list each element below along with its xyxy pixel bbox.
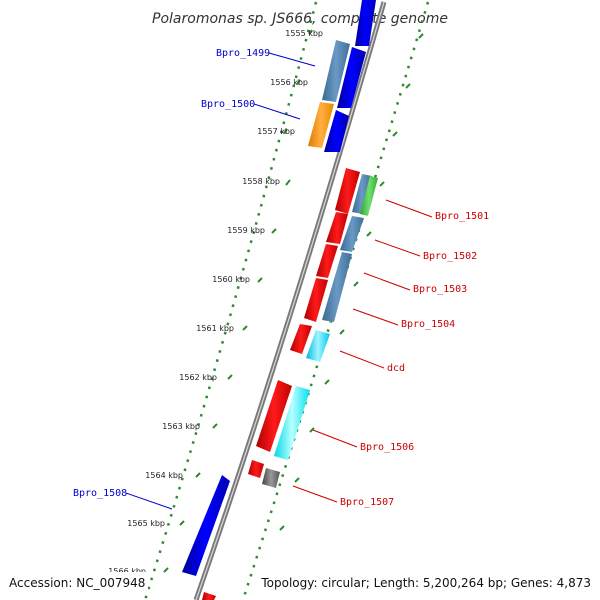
connector-bpro-1503	[363, 272, 411, 291]
label-bpro-1507[interactable]: Bpro_1507	[340, 497, 394, 508]
connector-bpro-1499	[268, 52, 316, 67]
label-dcd[interactable]: dcd	[387, 363, 405, 374]
gene-bpro-1504	[304, 278, 328, 322]
topology-text: Topology: circular; Length: 5,200,264 bp…	[260, 576, 591, 590]
connector-bpro-1500	[253, 103, 301, 120]
label-bpro-1501[interactable]: Bpro_1501	[435, 211, 489, 222]
feature-orange	[308, 102, 334, 148]
gene-bpro-1506-red	[256, 380, 292, 452]
label-bpro-1500[interactable]: Bpro_1500	[201, 99, 255, 110]
tick-label-1558: 1558 kbp	[242, 177, 280, 186]
gene-dcd	[306, 330, 330, 362]
ruler-ticks	[163, 29, 313, 573]
label-bpro-1508[interactable]: Bpro_1508	[73, 488, 127, 499]
inner-dotted-ring	[143, 1, 318, 600]
gene-bpro-1501-green	[360, 176, 378, 216]
gene-top-forward	[355, 0, 376, 46]
tick-label-1564: 1564 kbp	[145, 471, 183, 480]
tick-label-1561: 1561 kbp	[196, 324, 234, 333]
gene-bottom-red	[202, 592, 216, 600]
label-bpro-1504[interactable]: Bpro_1504	[401, 319, 455, 330]
connector-bpro-1502	[374, 239, 421, 257]
gene-bpro-1503	[316, 244, 338, 278]
gene-bpro-1501-steel	[352, 174, 372, 214]
tick-label-1560: 1560 kbp	[212, 275, 250, 284]
connector-bpro-1508	[125, 492, 173, 510]
tick-label-1563: 1563 kbp	[162, 422, 200, 431]
accession-text: Accession: NC_007948	[9, 576, 145, 590]
gene-bpro-1500-forward	[324, 110, 349, 152]
tick-label-1559: 1559 kbp	[227, 226, 265, 235]
footer-background-left	[6, 572, 148, 592]
gene-bpro-1502	[326, 212, 348, 244]
connector-dcd	[339, 350, 385, 369]
label-bpro-1506[interactable]: Bpro_1506	[360, 442, 414, 453]
gene-labels: Bpro_1499 Bpro_1500 Bpro_1501 Bpro_1502 …	[73, 48, 489, 508]
label-bpro-1502[interactable]: Bpro_1502	[423, 251, 477, 262]
map-title: Polaromonas sp. JS666, complete genome	[152, 11, 448, 27]
forward-strand-features	[308, 0, 376, 152]
outer-ruler-ticks	[279, 33, 424, 531]
gene-bpro-1503-steel	[322, 252, 352, 322]
gene-bpro-1502-steel	[340, 216, 364, 252]
gene-bpro-1499-forward	[337, 47, 366, 108]
genome-backbone-highlight	[195, 1, 385, 600]
feature-steel-a	[322, 40, 350, 102]
footer-background-right	[258, 572, 594, 592]
tick-label-1555: 1555 kbp	[285, 29, 323, 38]
connector-bpro-1504	[352, 308, 399, 326]
gene-dcd-red	[290, 324, 312, 354]
gene-bpro-1501	[335, 168, 360, 214]
gene-bpro-1506	[274, 386, 310, 460]
connector-bpro-1507	[292, 485, 338, 503]
label-bpro-1503[interactable]: Bpro_1503	[413, 284, 467, 295]
tick-label-1562: 1562 kbp	[179, 373, 217, 382]
tick-label-1557: 1557 kbp	[257, 127, 295, 136]
ruler-labels: 1555 kbp 1556 kbp 1557 kbp 1558 kbp 1559…	[108, 29, 323, 576]
label-connectors	[125, 52, 433, 510]
tick-label-1566: 1566 kbp	[108, 567, 146, 576]
genome-backbone	[193, 1, 387, 600]
gene-bpro-1508-forward[interactable]	[182, 475, 230, 576]
connector-bpro-1501	[385, 199, 433, 218]
gene-bpro-1507	[262, 468, 280, 488]
gene-bpro-1507-red	[248, 460, 264, 478]
tick-label-1565: 1565 kbp	[127, 519, 165, 528]
connector-bpro-1506	[312, 429, 358, 448]
reverse-strand-features[interactable]	[202, 168, 378, 600]
outer-dotted-ring	[241, 1, 430, 600]
label-bpro-1499[interactable]: Bpro_1499	[216, 48, 270, 59]
tick-label-1556: 1556 kbp	[270, 78, 308, 87]
